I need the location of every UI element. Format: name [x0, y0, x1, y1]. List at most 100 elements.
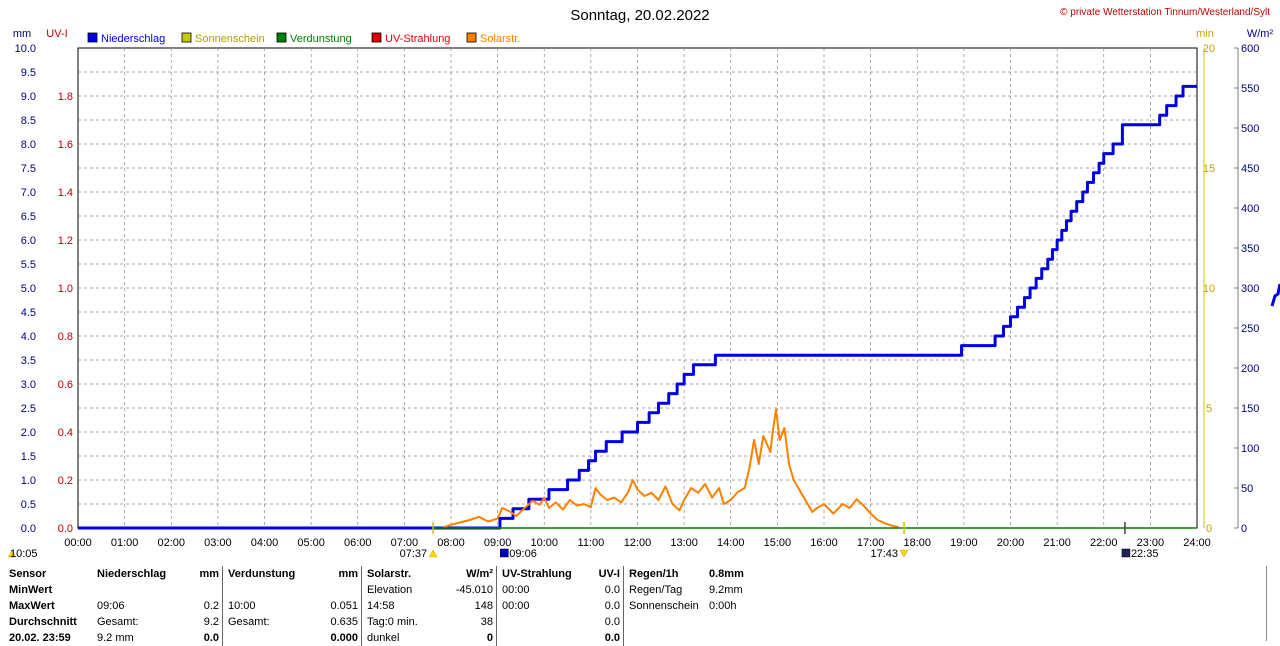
stats-row: 20.02. 23:59 9.2 mm 0.0 0.000 dunkel 0 0.0	[6, 630, 756, 646]
chart-title: Sonntag, 20.02.2022	[570, 7, 709, 24]
tick-label-mm: 7.5	[21, 163, 36, 175]
stats-cell: 0	[486, 632, 493, 644]
tick-label-uv: 0.2	[58, 475, 73, 487]
stats-separator	[361, 582, 364, 598]
tick-label-mm: 1.5	[21, 451, 36, 463]
stats-separator	[222, 630, 225, 646]
stats-cell: Gesamt:	[228, 616, 270, 628]
stats-cell: 0.8mm	[709, 568, 744, 580]
stats-cell: Regen/Tag	[629, 584, 683, 596]
stats-cell	[499, 630, 591, 646]
stats-row: MaxWert 09:06 0.2 10:00 0.051 14:58 148 00:00 0.…	[6, 598, 756, 614]
tick-label-mm: 3.5	[21, 355, 36, 367]
axis-unit-min: min	[1196, 28, 1214, 40]
stats-cell: Sonnenschein	[629, 600, 699, 612]
tick-label-mm: 0.5	[21, 499, 36, 511]
stats-cell: 9.2mm	[709, 584, 743, 596]
rain-start-time: 09:06	[509, 548, 537, 560]
series-continuation	[1270, 283, 1280, 307]
stats-cell	[706, 630, 756, 646]
tick-label-uv: 1.2	[58, 235, 73, 247]
stats-row: Sensor Niederschlag mm Verdunstung mm Solarst…	[6, 566, 756, 582]
stats-cell: Solarstr.	[367, 568, 412, 580]
stats-cell	[188, 582, 223, 598]
tick-label-time: 04:00	[251, 537, 279, 549]
sunset-time: 17:43	[871, 548, 899, 560]
axis-unit-uv: UV-I	[46, 28, 67, 40]
stats-cell: 0.051	[330, 600, 358, 612]
tick-label-time: 16:00	[810, 537, 838, 549]
tick-label-uv: 0.4	[58, 427, 73, 439]
stats-separator	[361, 630, 364, 646]
stats-cell: 10:00	[228, 600, 256, 612]
tick-label-time: 14:00	[717, 537, 745, 549]
tick-label-wm2: 50	[1241, 483, 1253, 495]
stats-cell: 9.2 mm	[97, 632, 134, 644]
axis-unit-wm2: W/m²	[1247, 28, 1274, 40]
tick-label-wm2: 350	[1241, 243, 1259, 255]
tick-label-time: 19:00	[950, 537, 978, 549]
stats-table: Sensor Niederschlag mm Verdunstung mm Solarst…	[6, 566, 756, 646]
legend-swatch	[276, 32, 287, 43]
stats-cell: 00:00	[502, 584, 530, 596]
tick-label-min: 5	[1206, 403, 1212, 415]
stats-cell: 0:00h	[709, 600, 737, 612]
chart-grid	[77, 47, 1198, 529]
tick-label-min: 10	[1203, 283, 1215, 295]
tick-label-wm2: 250	[1241, 323, 1259, 335]
tick-label-wm2: 500	[1241, 123, 1259, 135]
series-line-niederschlag	[78, 84, 1197, 530]
stats-cell: Gesamt:	[97, 616, 139, 628]
moon-set-marker	[1121, 548, 1131, 558]
stats-cell: 0.0	[604, 584, 620, 596]
tick-label-uv: 1.0	[58, 283, 73, 295]
tick-label-wm2: 550	[1241, 83, 1259, 95]
tick-label-time: 20:00	[997, 537, 1025, 549]
tick-label-mm: 10.0	[15, 43, 36, 55]
stats-cell: 0.0	[203, 632, 219, 644]
stats-separator	[623, 582, 626, 598]
stats-separator	[222, 582, 225, 598]
tick-label-wm2: 600	[1241, 43, 1259, 55]
stats-cell: 38	[480, 616, 493, 628]
tick-label-wm2: 150	[1241, 403, 1259, 415]
stats-separator	[496, 614, 499, 630]
moon-rise-marker	[7, 550, 17, 558]
stats-separator	[623, 566, 626, 582]
tick-label-time: 06:00	[344, 537, 372, 549]
stats-cell: MaxWert	[9, 600, 55, 612]
stats-cell: W/m²	[466, 568, 493, 580]
tick-label-wm2: 400	[1241, 203, 1259, 215]
tick-label-time: 11:00	[578, 537, 605, 549]
stats-cell	[706, 614, 756, 630]
tick-label-wm2: 100	[1241, 443, 1259, 455]
stats-cell: UV-Strahlung	[502, 568, 572, 580]
tick-label-wm2: 300	[1241, 283, 1259, 295]
tick-label-mm: 2.0	[21, 427, 36, 439]
tick-label-uv: 1.6	[58, 139, 73, 151]
stats-cell	[94, 582, 188, 598]
legend-label: Verdunstung	[290, 33, 352, 45]
tick-label-mm: 6.0	[21, 235, 36, 247]
moon-rise-time: 10:05	[10, 548, 38, 560]
copyright-text: © private Wetterstation Tinnum/Westerlan…	[1060, 7, 1270, 18]
stats-cell: mm	[338, 568, 358, 580]
stats-separator	[496, 566, 499, 582]
tick-label-time: 17:00	[857, 537, 885, 549]
stats-separator	[496, 598, 499, 614]
tick-label-time: 07:00	[391, 537, 419, 549]
tick-label-time: 00:00	[64, 537, 92, 549]
stats-cell: Tag:0 min.	[367, 616, 418, 628]
tick-label-time: 18:00	[903, 537, 931, 549]
stats-cell: mm	[199, 568, 219, 580]
axis-unit-mm: mm	[13, 28, 31, 40]
stats-cell: Verdunstung	[228, 568, 296, 580]
stats-cell	[626, 630, 706, 646]
tick-label-time: 10:00	[530, 537, 558, 549]
stats-separator	[496, 582, 499, 598]
stats-separator	[361, 614, 364, 630]
stats-separator	[222, 614, 225, 630]
rain-start-marker	[500, 548, 509, 558]
stats-separator	[623, 598, 626, 614]
series-line-solarstr	[443, 408, 899, 529]
